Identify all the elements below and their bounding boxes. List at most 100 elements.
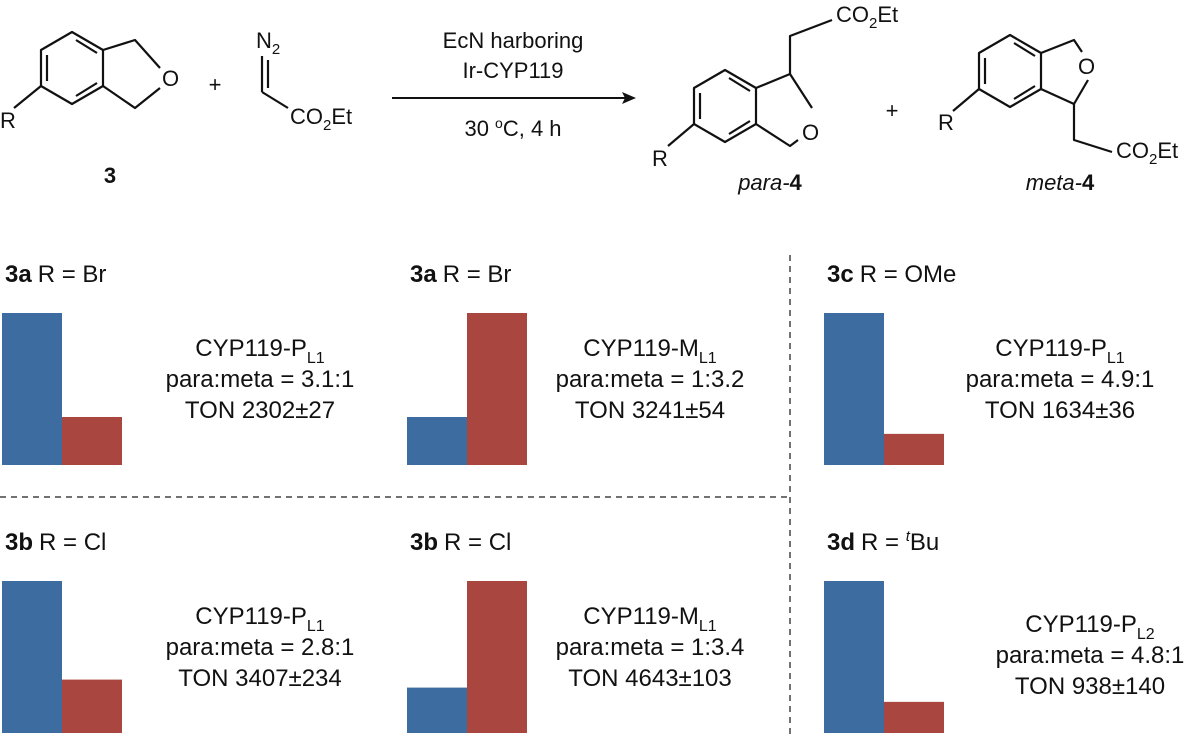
compound-id: 3a: [5, 261, 32, 288]
atom-label: CO: [836, 2, 869, 27]
bond: [1040, 38, 1083, 55]
compound-id: 3b: [5, 529, 33, 556]
label-number: 4: [1082, 170, 1095, 195]
meta-bar: [467, 581, 527, 733]
superscript: t: [906, 528, 911, 545]
enzyme-name: CYP119-M: [583, 335, 699, 362]
substituent: R = Br: [38, 261, 107, 288]
compound-id: 3c: [827, 261, 854, 288]
plus-sign: +: [209, 72, 222, 97]
r-group: R: [938, 110, 954, 135]
ton: TON 3407±234: [178, 665, 342, 692]
panel-label: 3b R = Cl: [5, 529, 106, 556]
enzyme: CYP119-ML1: [583, 335, 716, 367]
bond: [755, 72, 813, 109]
meta-bar: [884, 433, 944, 465]
substituent-rest: Bu: [910, 529, 939, 556]
temperature-rest: C, 4 h: [503, 116, 562, 141]
bond: [102, 85, 161, 110]
bond: [788, 18, 833, 74]
meta-bar: [884, 701, 944, 733]
meta-product-structure: O R CO2Et meta-4: [938, 33, 1178, 195]
subscript: L1: [699, 618, 717, 635]
ratio: para:meta = 2.8:1: [166, 634, 355, 661]
ton: TON 3241±54: [575, 397, 725, 424]
panel-label: 3d R = tBu: [827, 528, 939, 556]
panel-label: 3b R = Cl: [410, 529, 511, 556]
enzyme: CYP119-PL1: [995, 335, 1125, 367]
bond: [667, 123, 695, 147]
ton: TON 1634±36: [985, 397, 1135, 424]
subscript: L1: [1107, 350, 1125, 367]
enzyme: CYP119-PL2: [1025, 611, 1155, 643]
ratio: para:meta = 4.9:1: [966, 366, 1155, 393]
label-prefix: para-: [737, 170, 789, 195]
subscript: 2: [1149, 151, 1157, 168]
para-bar: [824, 313, 884, 465]
enzyme-name: CYP119-P: [195, 335, 307, 362]
label-number: 4: [790, 170, 803, 195]
compound-id: 3b: [410, 529, 438, 556]
ton: TON 938±140: [1015, 673, 1165, 700]
ratio: para:meta = 1:3.2: [556, 366, 745, 393]
ester-label: CO2Et: [290, 104, 352, 134]
bond: [1072, 104, 1113, 154]
condition: 30 oC, 4 h: [464, 115, 561, 141]
para-bar: [2, 581, 62, 733]
panel-label: 3a R = Br: [5, 261, 106, 288]
bond: [755, 123, 799, 148]
substrate-structure: O R 3: [0, 30, 179, 188]
ester-label: CO2Et: [836, 2, 898, 32]
enzyme-name: CYP119-P: [195, 603, 307, 630]
atom-label: O: [162, 66, 179, 91]
benzene-ring: [692, 68, 758, 144]
subscript: 2: [272, 41, 280, 58]
arrow-head: [622, 92, 636, 104]
benzene-ring: [39, 30, 105, 106]
compound-label: 3: [104, 163, 116, 188]
compound-label: para-4: [737, 170, 802, 195]
double-bond: [1013, 42, 1036, 57]
ratio: para:meta = 3.1:1: [166, 366, 355, 393]
label-prefix: meta-: [1026, 170, 1082, 195]
subscript: L2: [1137, 626, 1155, 643]
ratio: para:meta = 1:3.4: [556, 634, 745, 661]
double-bond: [1013, 85, 1036, 100]
subscript: L1: [699, 350, 717, 367]
atom-label: CO: [290, 104, 323, 129]
bond: [1040, 79, 1089, 106]
enzyme: CYP119-PL1: [195, 335, 325, 367]
double-bond: [728, 120, 751, 135]
substituent: R =: [861, 529, 906, 556]
superscript: o: [495, 115, 503, 131]
double-bond: [75, 82, 98, 97]
subscript: 2: [323, 117, 331, 134]
diazo-structure: N2 CO2Et: [256, 28, 352, 134]
compound-id: 3d: [827, 529, 855, 556]
subscript: 2: [869, 15, 877, 32]
substituent: R = Cl: [39, 529, 106, 556]
enzyme-name: CYP119-P: [1025, 611, 1137, 638]
panel-label: 3c R = OMe: [827, 261, 956, 288]
benzene-ring: [977, 33, 1043, 109]
panel-label: 3a R = Br: [410, 261, 511, 288]
atom-label: Et: [331, 104, 352, 129]
atom-label: O: [802, 120, 819, 145]
substituent: R = Cl: [444, 529, 511, 556]
double-bond: [75, 39, 98, 54]
condition: EcN harboring: [443, 28, 584, 53]
plus-sign: +: [886, 98, 899, 123]
bond: [952, 88, 980, 112]
bond: [261, 91, 289, 109]
subscript: L1: [307, 618, 325, 635]
bond: [102, 38, 161, 69]
atom-label: Et: [1157, 138, 1178, 163]
atom-label: Et: [877, 2, 898, 27]
ton: TON 2302±27: [185, 397, 335, 424]
